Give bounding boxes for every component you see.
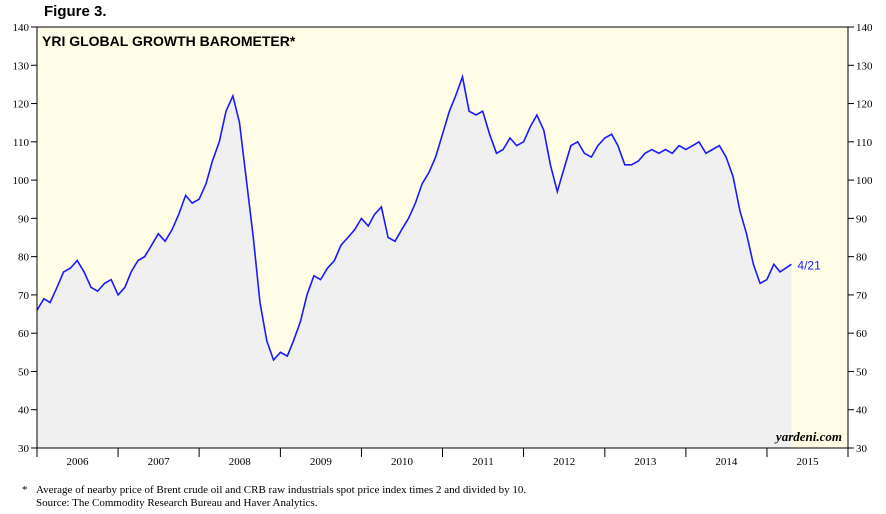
y-tick-label: 140 bbox=[13, 22, 30, 34]
y-tick-label: 70 bbox=[18, 290, 30, 302]
x-tick-label: 2011 bbox=[472, 456, 494, 468]
x-tick-label: 2012 bbox=[553, 456, 575, 468]
y-tick-label: 100 bbox=[856, 175, 873, 187]
y-tick-label: 110 bbox=[856, 137, 873, 149]
footnote: * Average of nearby price of Brent crude … bbox=[22, 484, 526, 510]
y-tick-label: 80 bbox=[18, 252, 30, 264]
area-fill bbox=[37, 76, 792, 449]
y-tick-label: 120 bbox=[856, 99, 873, 111]
footnote-line-1: * Average of nearby price of Brent crude … bbox=[22, 484, 526, 497]
y-axis-right: 30 40 50 60 70 80 90 100 110 120 130 140 bbox=[848, 22, 873, 455]
source-text: Source: The Commodity Research Bureau an… bbox=[36, 497, 318, 509]
y-tick-label: 40 bbox=[856, 405, 868, 417]
y-tick-label: 90 bbox=[18, 213, 30, 225]
chart-title: YRI GLOBAL GROWTH BAROMETER* bbox=[42, 33, 296, 49]
y-tick-label: 50 bbox=[856, 366, 868, 378]
x-tick-label: 2013 bbox=[634, 456, 657, 468]
y-axis-left: 30 40 50 60 70 80 90 100 110 120 130 140 bbox=[13, 22, 37, 455]
source-label: yardeni.com bbox=[774, 429, 842, 444]
x-tick-label: 2006 bbox=[67, 456, 90, 468]
y-tick-label: 80 bbox=[856, 252, 868, 264]
x-tick-label: 2007 bbox=[148, 456, 171, 468]
y-tick-label: 30 bbox=[18, 443, 30, 455]
y-tick-label: 90 bbox=[856, 213, 868, 225]
y-tick-label: 70 bbox=[856, 290, 868, 302]
end-value-label: 4/21 bbox=[797, 258, 821, 272]
x-axis: 2006 2007 2008 2009 2010 2011 2012 2013 2014 2015 bbox=[36, 448, 849, 468]
y-tick-label: 60 bbox=[18, 328, 30, 340]
y-tick-label: 130 bbox=[856, 60, 873, 72]
y-tick-label: 100 bbox=[13, 175, 30, 187]
y-tick-label: 50 bbox=[18, 366, 30, 378]
footnote-marker: * bbox=[22, 484, 28, 496]
y-tick-label: 30 bbox=[856, 443, 868, 455]
y-tick-label: 140 bbox=[856, 22, 873, 34]
footnote-line-2: Source: The Commodity Research Bureau an… bbox=[22, 497, 526, 510]
y-tick-label: 120 bbox=[13, 99, 30, 111]
series-line bbox=[36, 73, 792, 362]
figure-label: Figure 3. bbox=[44, 3, 107, 20]
x-tick-label: 2015 bbox=[796, 456, 819, 468]
y-tick-label: 110 bbox=[13, 137, 30, 149]
x-tick-label: 2009 bbox=[310, 456, 333, 468]
line-chart: 30 40 50 60 70 80 90 100 110 120 130 140 30 40 50 60 70… bbox=[13, 22, 874, 468]
x-tick-label: 2014 bbox=[715, 456, 738, 468]
x-tick-label: 2010 bbox=[391, 456, 414, 468]
y-tick-label: 130 bbox=[13, 60, 30, 72]
y-tick-label: 60 bbox=[856, 328, 868, 340]
x-tick-label: 2008 bbox=[229, 456, 252, 468]
footnote-text: Average of nearby price of Brent crude o… bbox=[36, 484, 527, 496]
y-tick-label: 40 bbox=[18, 405, 30, 417]
